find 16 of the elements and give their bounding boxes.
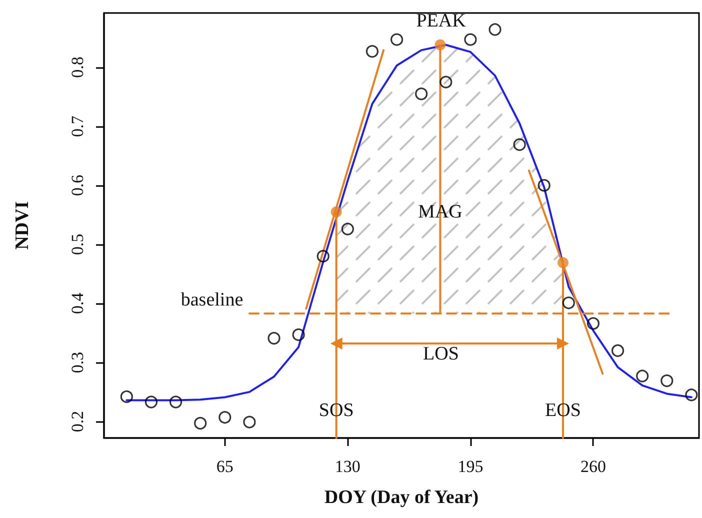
y-tick-label: 0.3 bbox=[68, 352, 87, 374]
x-axis-title: DOY (Day of Year) bbox=[324, 487, 479, 508]
annotation: LOS bbox=[423, 344, 459, 364]
y-axis-title: NDVI bbox=[12, 201, 33, 250]
x-tick-label: 260 bbox=[580, 457, 606, 476]
x-tick-label: 130 bbox=[334, 457, 360, 476]
x-tick-label: 195 bbox=[458, 457, 484, 476]
y-tick-label: 0.6 bbox=[68, 174, 87, 196]
annotation: baseline bbox=[180, 290, 244, 310]
annotation: PEAK bbox=[416, 10, 466, 32]
y-tick-label: 0.2 bbox=[68, 410, 87, 432]
y-tick-label: 0.7 bbox=[68, 115, 87, 137]
y-tick-label: 0.4 bbox=[68, 292, 87, 314]
y-tick-label: 0.5 bbox=[68, 234, 87, 256]
y-tick-label: 0.8 bbox=[68, 56, 87, 78]
x-tick-label: 65 bbox=[216, 457, 234, 476]
